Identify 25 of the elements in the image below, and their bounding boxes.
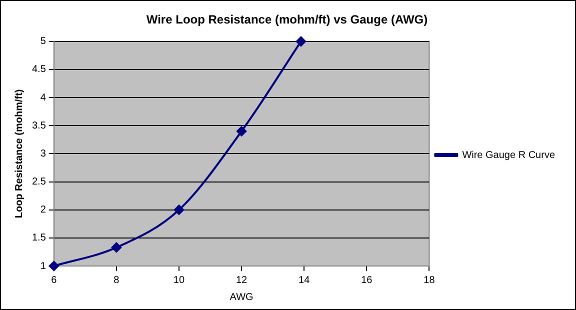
x-tick-label: 6 bbox=[51, 274, 58, 286]
y-tick-label: 3 bbox=[40, 148, 46, 160]
x-tick-label: 10 bbox=[173, 274, 185, 286]
x-tick-label: 18 bbox=[424, 274, 436, 286]
point bbox=[236, 126, 247, 136]
x-tick-label: 12 bbox=[236, 274, 248, 286]
y-tick-label: 3.5 bbox=[32, 120, 46, 132]
point bbox=[174, 204, 184, 215]
y-axis-title: Loop Resistance (mohm/ft) bbox=[14, 89, 25, 218]
point bbox=[111, 242, 122, 252]
chart-title: Wire Loop Resistance (mohm/ft) vs Gauge (AWG) bbox=[146, 12, 428, 27]
point bbox=[48, 261, 59, 271]
legend-label: Wire Gauge R Curve bbox=[462, 150, 556, 161]
x-tick-label: 8 bbox=[114, 274, 120, 286]
y-tick-label: 4 bbox=[40, 92, 46, 104]
x-tick-label: 16 bbox=[361, 274, 373, 286]
y-tick-label: 2 bbox=[40, 204, 46, 216]
y-tick-label: 5 bbox=[40, 36, 46, 48]
x-tick-label: 14 bbox=[298, 274, 310, 286]
x-axis-title: AWG bbox=[230, 292, 254, 303]
y-tick-label: 2.5 bbox=[32, 176, 46, 188]
y-tick-label: 1 bbox=[40, 260, 46, 272]
y-tick-label: 1.5 bbox=[32, 232, 46, 244]
y-tick-label: 4.5 bbox=[32, 64, 46, 76]
point bbox=[296, 36, 306, 46]
